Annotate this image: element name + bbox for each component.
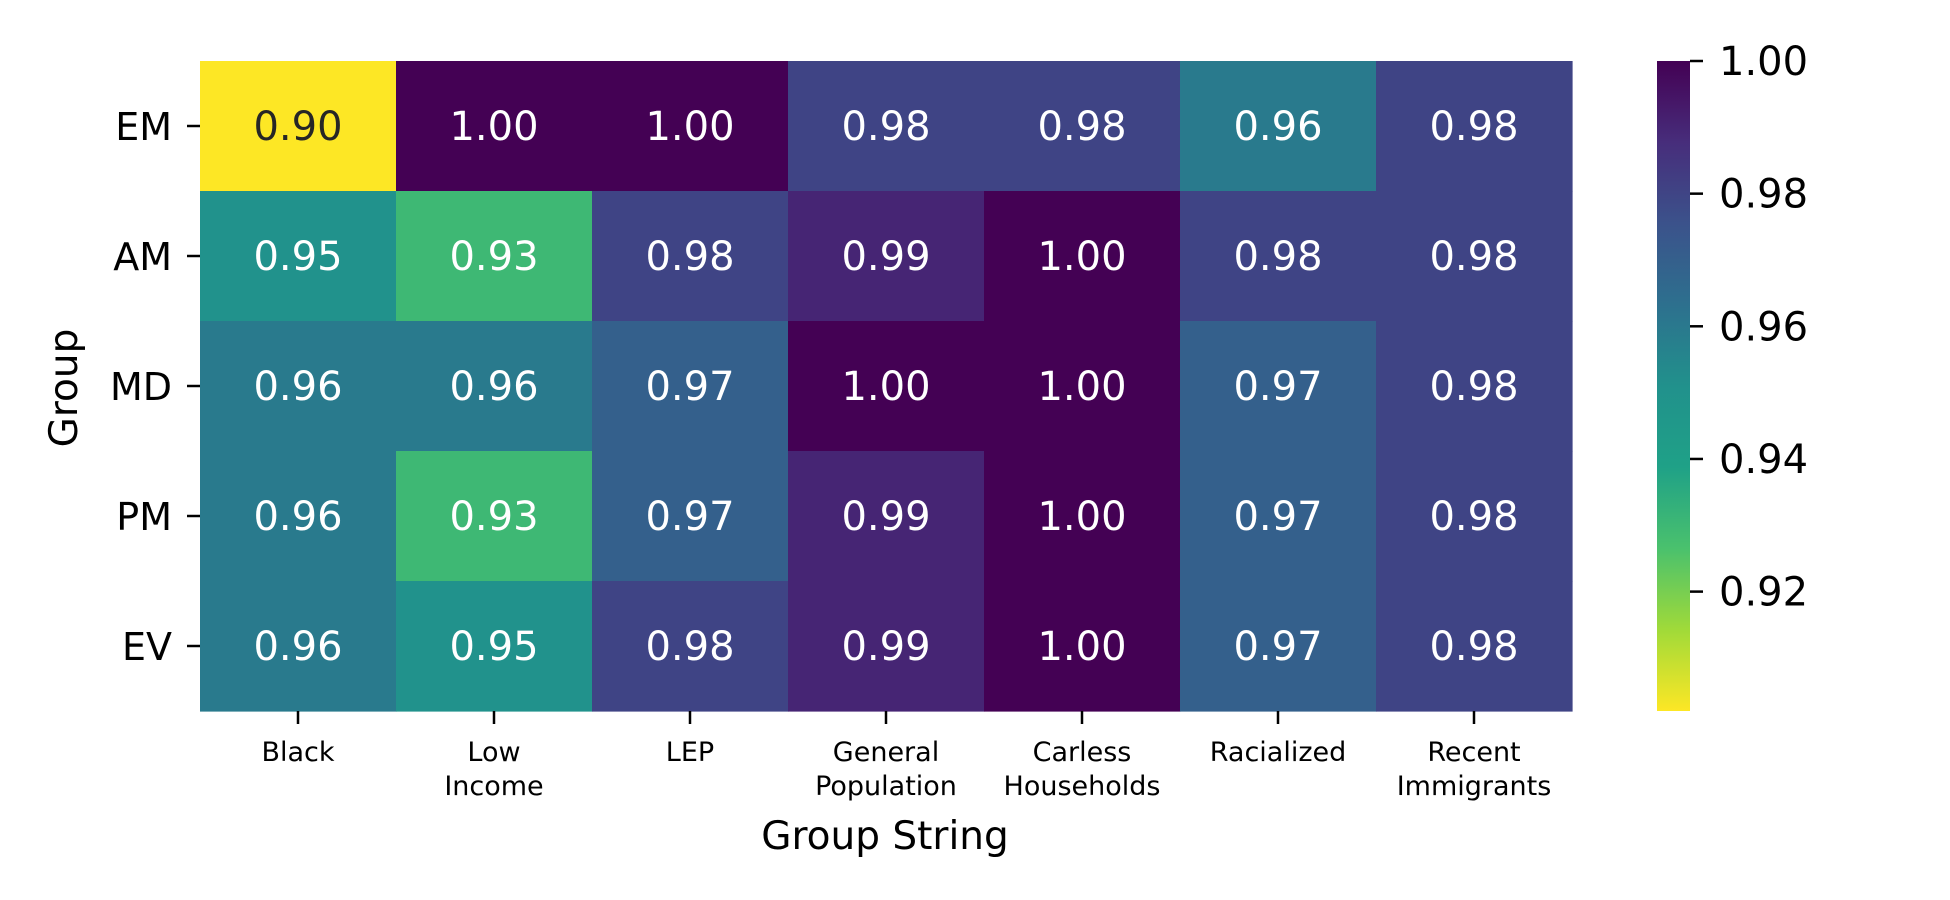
heatmap-cell-ev-5	[1180, 581, 1377, 712]
heatmap-cell-md-4	[984, 321, 1181, 452]
heatmap-cell-md-0	[200, 321, 397, 452]
cell-value-label: 0.98	[1037, 104, 1126, 150]
heatmap-cell-ev-3	[788, 581, 985, 712]
cell-value-label: 0.98	[1429, 624, 1518, 670]
cell-value-label: 0.96	[449, 364, 538, 410]
colorbar-tick-label: 0.94	[1719, 437, 1808, 483]
cell-value-label: 0.93	[449, 494, 538, 540]
cell-value-label: 1.00	[645, 104, 734, 150]
y-axis: EM AM MD PM EV	[110, 105, 200, 669]
cell-value-label: 0.99	[841, 494, 930, 540]
heatmap-cells	[200, 61, 1573, 712]
cell-value-label: 0.96	[1233, 104, 1322, 150]
cell-value-label: 0.98	[645, 624, 734, 670]
colorbar-tick-label: 0.96	[1719, 304, 1808, 350]
cell-value-label: 1.00	[1037, 234, 1126, 280]
cell-value-label: 1.00	[449, 104, 538, 150]
heatmap-cell-am-1	[396, 191, 593, 322]
cell-value-label: 0.97	[1233, 364, 1322, 410]
heatmap-cell-am-6	[1376, 191, 1573, 322]
cell-value-label: 0.96	[253, 624, 342, 670]
heatmap-cell-pm-1	[396, 451, 593, 582]
cell-value-label: 0.96	[253, 364, 342, 410]
cell-value-label: 0.99	[841, 624, 930, 670]
heatmap-cell-em-4	[984, 61, 1181, 192]
heatmap-cell-ev-4	[984, 581, 1181, 712]
heatmap-cell-am-2	[592, 191, 789, 322]
cell-value-label: 0.98	[1429, 104, 1518, 150]
heatmap-cell-md-1	[396, 321, 593, 452]
heatmap-cell-labels: 0.90 1.00 1.00 0.98 0.98 0.96 0.98 0.95 0.93 0.98…	[253, 104, 1518, 670]
colorbar-gradient	[1657, 61, 1690, 711]
heatmap-cell-md-6	[1376, 321, 1573, 452]
heatmap-cell-md-3	[788, 321, 985, 452]
x-tick-label-4: Carless Households	[1004, 737, 1161, 802]
cell-value-label: 1.00	[1037, 364, 1126, 410]
heatmap-cell-em-3	[788, 61, 985, 192]
x-axis: Black Low Income LEP General Population Carles…	[261, 711, 1551, 802]
colorbar: 1.00 0.98 0.96 0.94 0.92	[1657, 39, 1808, 711]
y-tick-label-md: MD	[110, 365, 172, 409]
y-axis-title: Group	[42, 329, 87, 448]
cell-value-label: 0.98	[1429, 494, 1518, 540]
x-tick-label-0: Black	[261, 737, 334, 768]
cell-value-label: 0.97	[645, 494, 734, 540]
x-tick-label-3: General Population	[815, 737, 957, 802]
y-tick-label-pm: PM	[116, 495, 172, 539]
cell-value-label: 0.98	[1429, 364, 1518, 410]
heatmap-cell-md-2	[592, 321, 789, 452]
cell-value-label: 0.98	[645, 234, 734, 280]
heatmap-cell-em-1	[396, 61, 593, 192]
heatmap-cell-em-6	[1376, 61, 1573, 192]
x-tick-label-2: LEP	[666, 737, 714, 768]
cell-value-label: 0.98	[1429, 234, 1518, 280]
cell-value-label: 0.98	[1233, 234, 1322, 280]
x-tick-label-6: Recent Immigrants	[1397, 737, 1552, 802]
colorbar-tick-label: 0.92	[1719, 570, 1808, 616]
cell-value-label: 0.97	[1233, 624, 1322, 670]
heatmap-cell-pm-0	[200, 451, 397, 582]
cell-value-label: 0.93	[449, 234, 538, 280]
heatmap-cell-pm-6	[1376, 451, 1573, 582]
heatmap-cell-em-0	[200, 61, 397, 192]
cell-value-label: 1.00	[1037, 494, 1126, 540]
heatmap-cell-pm-2	[592, 451, 789, 582]
heatmap-cell-am-3	[788, 191, 985, 322]
y-tick-label-em: EM	[115, 105, 172, 149]
cell-value-label: 0.95	[253, 234, 342, 280]
heatmap-cell-ev-2	[592, 581, 789, 712]
cell-value-label: 0.98	[841, 104, 930, 150]
heatmap-cell-pm-3	[788, 451, 985, 582]
colorbar-tick-label: 1.00	[1719, 39, 1808, 85]
heatmap-cell-md-5	[1180, 321, 1377, 452]
cell-value-label: 0.97	[1233, 494, 1322, 540]
heatmap-cell-am-4	[984, 191, 1181, 322]
cell-value-label: 0.90	[253, 104, 342, 150]
y-tick-label-am: AM	[113, 235, 172, 279]
heatmap-cell-pm-5	[1180, 451, 1377, 582]
heatmap-cell-pm-4	[984, 451, 1181, 582]
heatmap-cell-am-0	[200, 191, 397, 322]
heatmap-cell-ev-1	[396, 581, 593, 712]
cell-value-label: 1.00	[1037, 624, 1126, 670]
heatmap-cell-am-5	[1180, 191, 1377, 322]
heatmap-cell-em-2	[592, 61, 789, 192]
x-tick-label-5: Racialized	[1210, 737, 1347, 768]
heatmap-cell-em-5	[1180, 61, 1377, 192]
colorbar-tick-label: 0.98	[1719, 172, 1808, 218]
cell-value-label: 0.96	[253, 494, 342, 540]
heatmap-cell-ev-6	[1376, 581, 1573, 712]
heatmap-cell-ev-0	[200, 581, 397, 712]
x-tick-label-1: Low Income	[444, 737, 543, 802]
cell-value-label: 0.97	[645, 364, 734, 410]
cell-value-label: 0.95	[449, 624, 538, 670]
y-tick-label-ev: EV	[122, 625, 172, 669]
cell-value-label: 1.00	[841, 364, 930, 410]
x-axis-title: Group String	[761, 814, 1009, 859]
cell-value-label: 0.99	[841, 234, 930, 280]
